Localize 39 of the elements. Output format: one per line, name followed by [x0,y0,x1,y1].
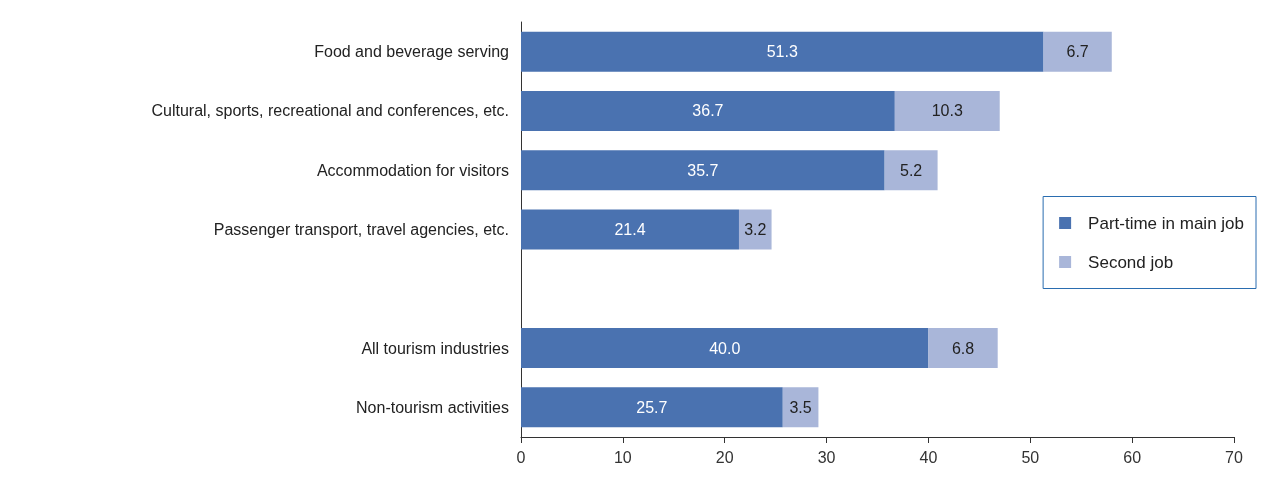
data-label: 35.7 [687,161,719,179]
y-tick-label: Cultural, sports, recreational and conferences, etc. [151,102,509,120]
bar [521,328,929,369]
x-tick-label: 70 [1225,448,1243,466]
x-tick-label: 60 [1123,448,1142,466]
x-tick-label: 10 [613,448,632,466]
y-tick-label: Passenger transport, travel agencies, etc. [213,221,509,238]
bar [884,150,938,191]
bar [521,387,783,428]
data-label: 3.2 [744,221,767,238]
data-label: 25.7 [636,398,668,416]
y-tick-label: Non-tourism activities [356,398,509,416]
bar [894,90,1000,131]
bar [1043,31,1112,72]
data-label: 10.3 [931,102,963,120]
y-tick-label: Food and beverage serving [314,43,509,61]
bar [521,209,739,250]
bar [928,328,998,369]
x-tick-label: 20 [715,448,734,466]
data-label: 21.4 [614,221,646,238]
legend-label: Second job [1088,252,1174,272]
data-label: 6.8 [951,339,975,357]
bar [521,31,1044,72]
data-label: 51.3 [766,43,798,61]
x-tick-label: 40 [919,448,938,466]
y-tick-label: All tourism industries [361,339,509,357]
y-tick-label: Accommodation for visitors [316,161,509,179]
data-label: 36.7 [692,102,724,120]
bar [521,90,895,131]
bar [738,209,772,250]
data-label: 3.5 [789,398,812,416]
legend-label: Part-time in main job [1088,213,1244,233]
data-label: 40.0 [709,339,741,357]
bar [521,150,885,191]
data-label: 5.2 [899,161,923,179]
x-tick-label: 0 [516,448,526,466]
data-label: 6.7 [1066,43,1089,61]
x-tick-label: 50 [1021,448,1040,466]
x-tick-label: 30 [817,448,836,466]
